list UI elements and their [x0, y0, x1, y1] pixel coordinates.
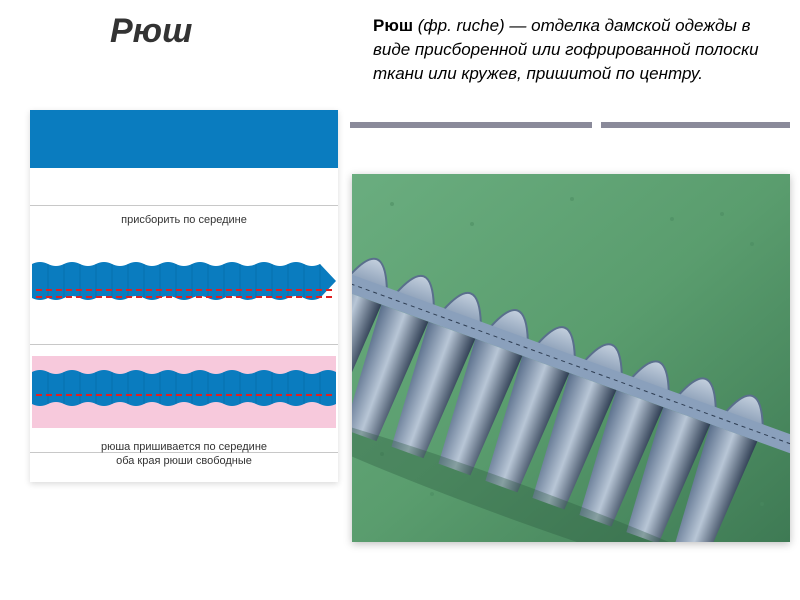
diagram-label-bottom: рюша пришивается по середине оба края рю… [30, 440, 338, 469]
diagram-stitch-line [36, 394, 332, 396]
definition-body: (фр. ruche) — отделка дамской одежды в в… [373, 16, 759, 83]
diagram-label-bottom-line2: оба края рюши свободные [116, 455, 252, 467]
photo-ruche-fabric [352, 174, 790, 542]
diagram-flat-strip [30, 110, 338, 168]
page-title: Рюш [110, 12, 192, 51]
diagram-stitch-line [36, 289, 332, 291]
title-underline [350, 122, 790, 128]
diagram-label-mid: присборить по середине [30, 214, 338, 226]
diagram-stitch-line [36, 296, 332, 298]
definition-term: Рюш [373, 16, 413, 35]
diagram-label-bottom-line1: рюша пришивается по середине [101, 441, 267, 453]
definition-text: Рюш (фр. ruche) — отделка дамской одежды… [373, 14, 773, 85]
diagram-divider [30, 205, 338, 206]
diagram-gathered-strip-2 [32, 368, 336, 408]
diagram-panel: присборить по середине [30, 110, 338, 482]
diagram-divider [30, 344, 338, 345]
